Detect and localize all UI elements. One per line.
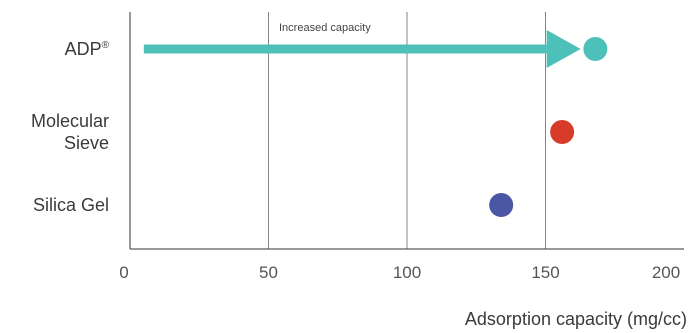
category-label-line: Molecular bbox=[31, 111, 109, 131]
category-label: ADP® bbox=[65, 39, 110, 59]
data-point-adp bbox=[583, 37, 608, 61]
category-label-line: Silica Gel bbox=[33, 195, 109, 215]
x-tick-labels: 0 50 100 150 200 bbox=[119, 263, 680, 282]
category-label-line: Sieve bbox=[64, 133, 109, 153]
data-points bbox=[489, 37, 608, 217]
x-tick-label: 200 bbox=[652, 263, 680, 282]
data-point-silica-gel bbox=[489, 193, 514, 217]
data-point-molecular-sieve bbox=[550, 120, 575, 144]
category-labels: ADP® Molecular Sieve Silica Gel bbox=[31, 39, 110, 215]
x-tick-label: 0 bbox=[119, 263, 128, 282]
x-tick-label: 100 bbox=[393, 263, 421, 282]
capacity-arrow-shaft bbox=[143, 44, 547, 54]
registered-mark: ® bbox=[102, 40, 110, 51]
category-label: Molecular Sieve bbox=[31, 111, 109, 153]
annotation: Increased capacity bbox=[143, 22, 581, 68]
axes bbox=[129, 12, 684, 250]
increased-capacity-label: Increased capacity bbox=[279, 22, 371, 34]
x-tick-label: 50 bbox=[259, 263, 278, 282]
capacity-arrow-head bbox=[546, 30, 581, 68]
category-label-line: ADP bbox=[65, 39, 102, 59]
category-label: Silica Gel bbox=[33, 195, 109, 215]
x-axis-title: Adsorption capacity (mg/cc) bbox=[465, 309, 687, 329]
x-tick-label: 150 bbox=[531, 263, 559, 282]
